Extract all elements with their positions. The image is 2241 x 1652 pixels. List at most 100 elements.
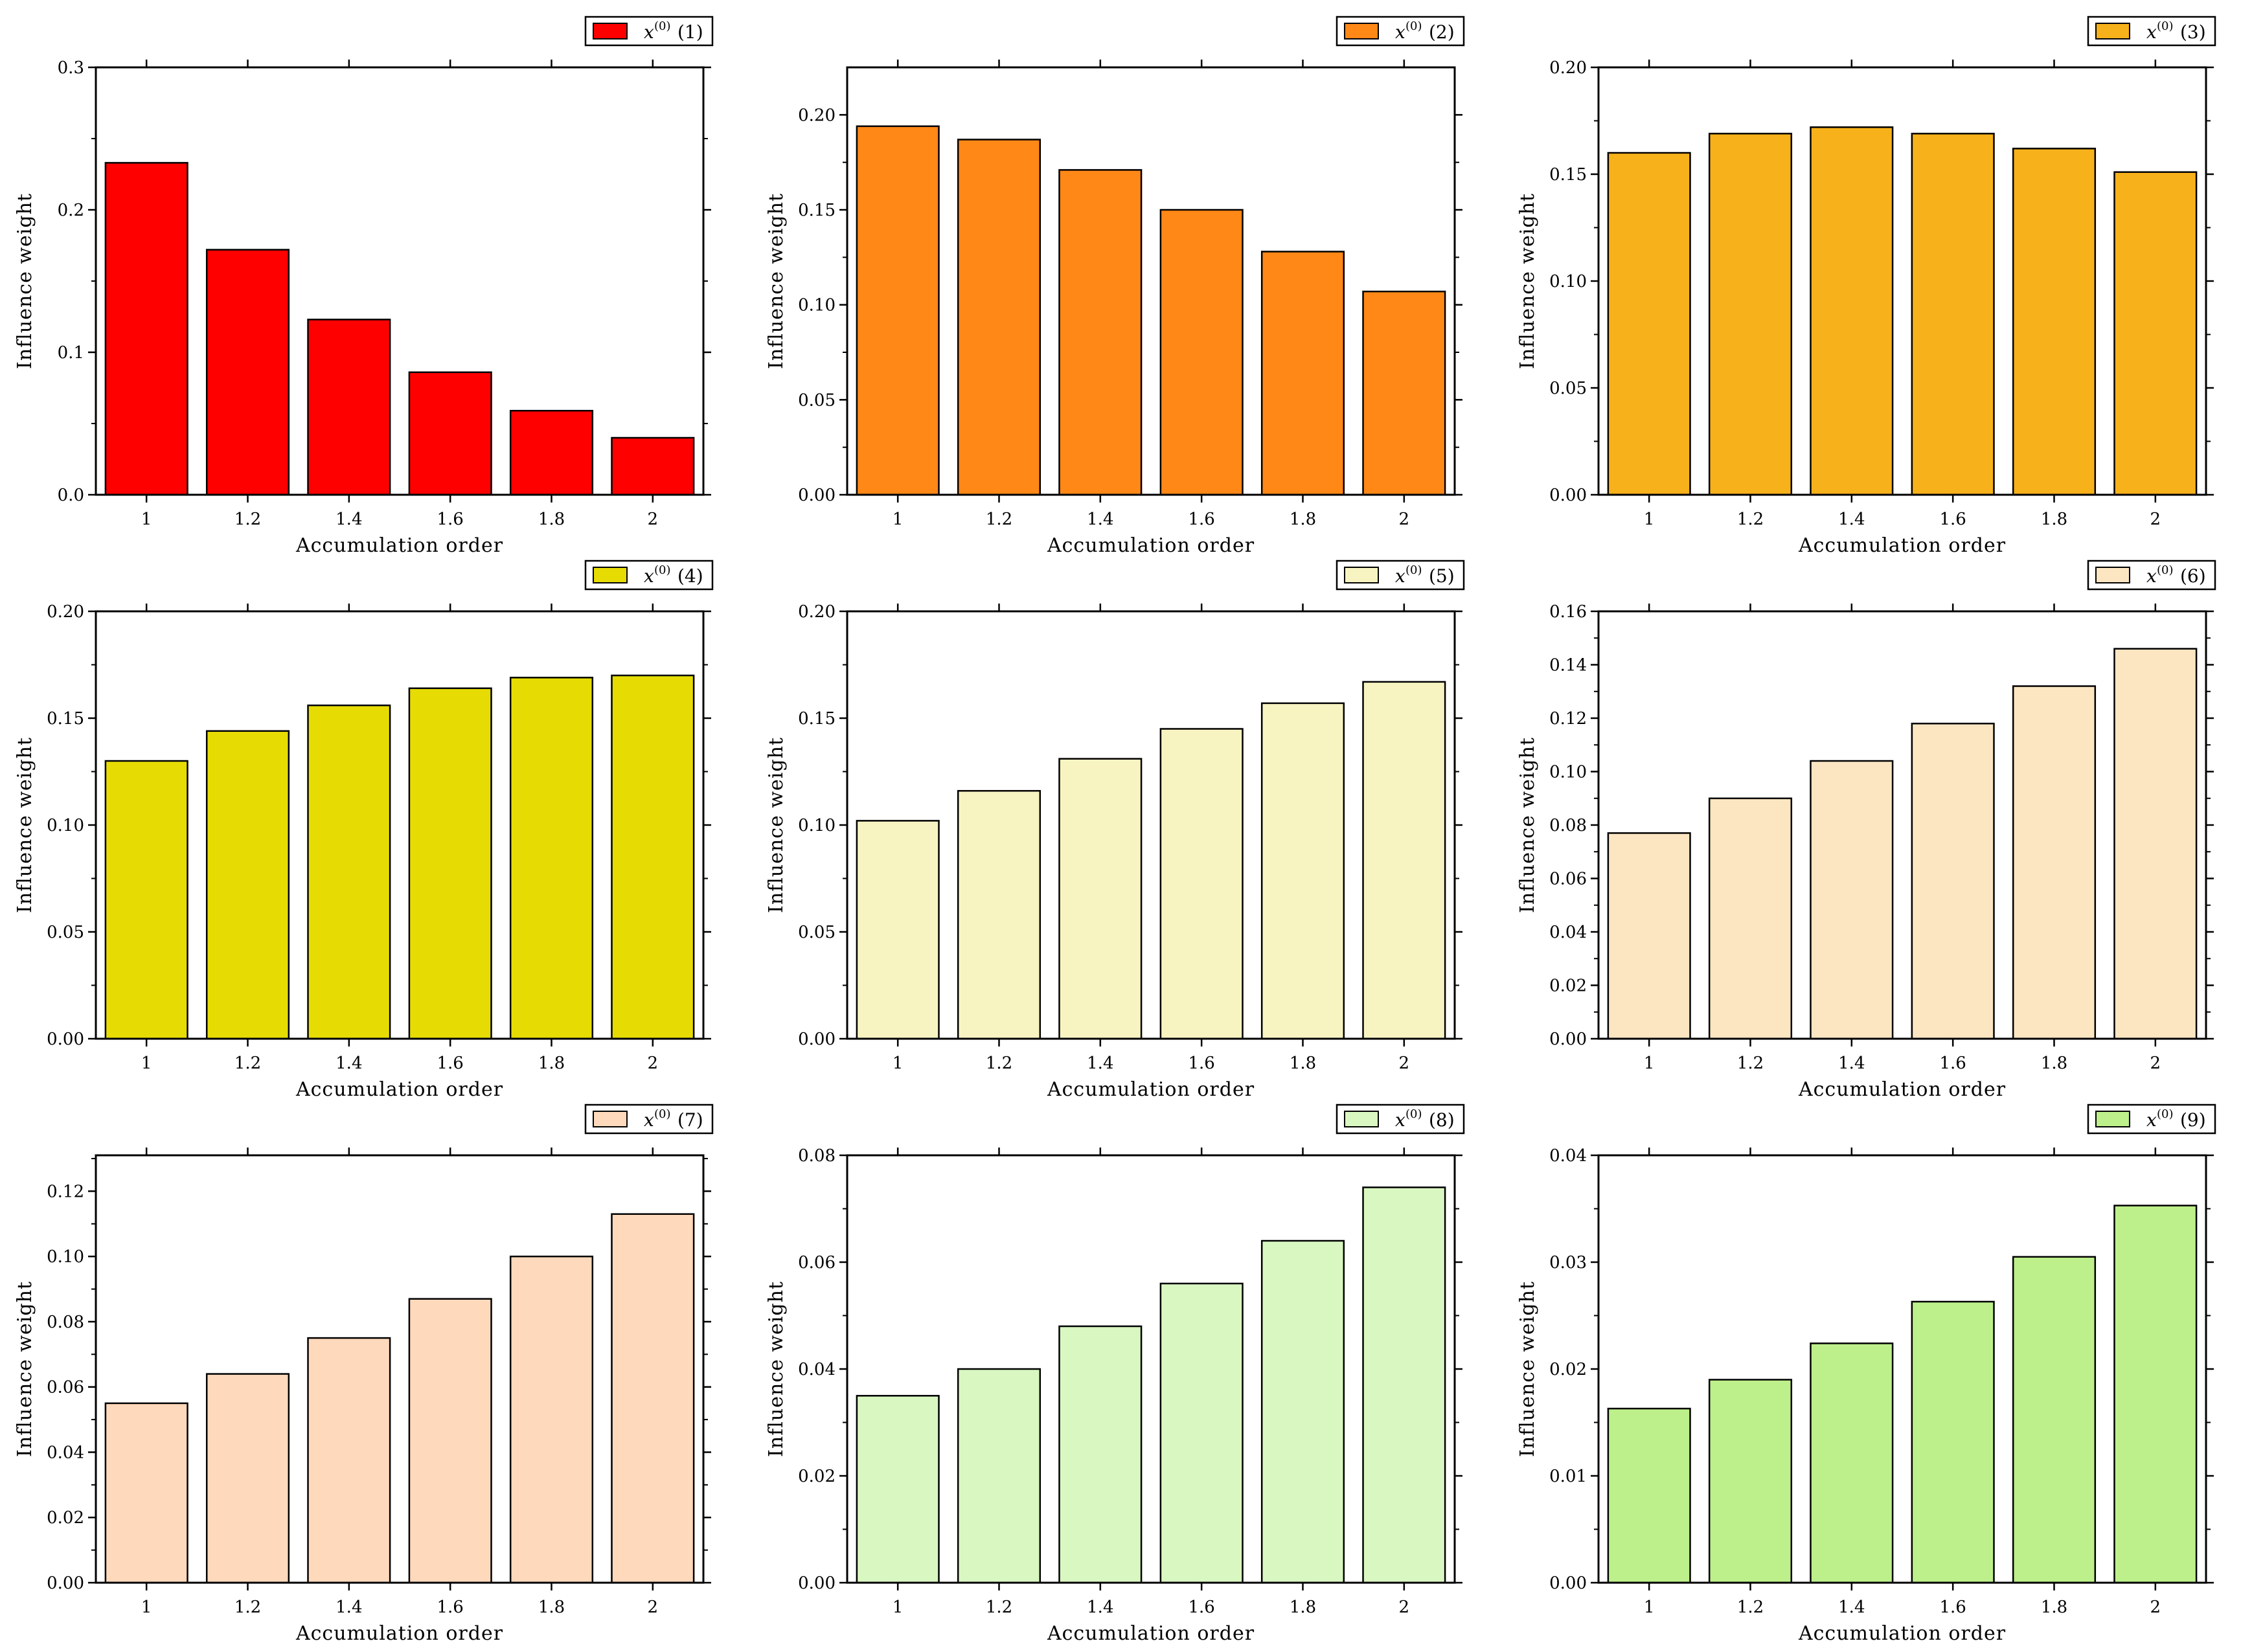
y-tick-label: 0.02 <box>47 1508 84 1528</box>
x-tick-label: 1.2 <box>234 1598 261 1617</box>
x-tick-label: 1.2 <box>986 1598 1012 1617</box>
legend-swatch <box>2095 1111 2130 1127</box>
x-axis-title: Accumulation order <box>1047 1622 1255 1645</box>
legend: x (0) (3) <box>2087 16 2216 47</box>
y-tick-label: 0.15 <box>798 201 836 220</box>
y-tick-label: 0.00 <box>1549 1030 1587 1049</box>
y-tick-label: 0.03 <box>1549 1253 1587 1273</box>
legend-base: x <box>1395 1109 1405 1131</box>
legend-sup: (0) <box>654 563 671 577</box>
x-tick-label: 1.8 <box>2041 1598 2067 1617</box>
y-tick-label: 0.00 <box>798 1574 836 1593</box>
legend-sup: (0) <box>1405 19 1422 33</box>
legend-label: (2) <box>1429 21 1455 43</box>
bar <box>1362 1186 1446 1584</box>
bar <box>957 1368 1041 1584</box>
legend-label: (3) <box>2180 21 2206 43</box>
y-tick-label: 0.12 <box>1549 709 1587 729</box>
x-tick-label: 1.6 <box>1188 510 1214 529</box>
chart-panel-6: 0.00 0.02 0.04 0.06 0.08 0.10 0.12 0.14 0.16 1 1.2… <box>1516 560 2216 1101</box>
legend-base: x <box>2146 565 2157 587</box>
x-axis-title: Accumulation order <box>1798 1622 2006 1645</box>
x-tick-label: 1.8 <box>2041 510 2067 529</box>
x-tick-label: 2 <box>648 1054 659 1073</box>
legend-label: (4) <box>677 565 703 587</box>
legend: x (0) (8) <box>1336 1103 1465 1135</box>
bar <box>307 1337 391 1584</box>
legend-sup: (0) <box>2157 1107 2174 1121</box>
y-tick-label: 0.04 <box>1549 923 1587 942</box>
x-tick-label: 1.8 <box>538 1054 565 1073</box>
legend-label: (9) <box>2180 1109 2206 1131</box>
legend-label: (6) <box>2180 565 2206 587</box>
legend-label: (1) <box>677 21 703 43</box>
legend-base: x <box>2146 1109 2157 1131</box>
bar <box>1708 1379 1793 1584</box>
x-tick-label: 1.2 <box>1737 510 1764 529</box>
x-tick-label: 1.2 <box>986 510 1012 529</box>
y-tick-label: 0.00 <box>47 1574 84 1593</box>
bar <box>1911 1300 1995 1584</box>
x-tick-label: 1.2 <box>234 1054 261 1073</box>
bar <box>1058 1325 1143 1584</box>
plot-frame <box>846 66 1456 496</box>
x-tick-label: 1.4 <box>1838 1598 1865 1617</box>
y-tick-label: 0.2 <box>58 201 84 220</box>
y-tick-label: 0.10 <box>1549 272 1587 291</box>
y-tick-label: 0.05 <box>798 923 836 942</box>
legend-swatch <box>1344 567 1379 583</box>
y-tick-label: 0.20 <box>798 602 836 622</box>
legend-sup: (0) <box>2157 19 2174 33</box>
bar <box>856 1395 940 1584</box>
bar <box>104 1402 188 1584</box>
x-tick-label: 1 <box>893 510 904 529</box>
x-tick-label: 1.2 <box>234 510 261 529</box>
bar <box>1362 290 1446 496</box>
bar <box>1607 152 1691 496</box>
x-tick-label: 2 <box>1399 510 1410 529</box>
y-tick-label: 0.0 <box>58 486 84 505</box>
y-tick-label: 0.02 <box>798 1467 836 1486</box>
y-tick-label: 0.15 <box>47 709 84 729</box>
x-tick-label: 1 <box>141 1054 152 1073</box>
legend-box <box>2087 1103 2216 1135</box>
x-tick-label: 2 <box>648 1598 659 1617</box>
bar <box>1159 209 1244 496</box>
y-tick-label: 0.14 <box>1549 656 1587 675</box>
legend: x (0) (9) <box>2087 1103 2216 1135</box>
legend-swatch <box>2095 567 2130 583</box>
y-tick-label: 0.10 <box>798 296 836 315</box>
y-tick-label: 0.12 <box>47 1182 84 1201</box>
x-tick-label: 1.8 <box>2041 1054 2067 1073</box>
bar <box>408 371 492 496</box>
bar <box>104 760 188 1040</box>
chart-panel-8: 0.00 0.02 0.04 0.06 0.08 1 1.2 1.4 1.6 1.8 2 Accumu… <box>765 1103 1465 1645</box>
legend-swatch <box>1344 1111 1379 1127</box>
legend-sup: (0) <box>1405 563 1422 577</box>
bar <box>1260 251 1345 496</box>
chart-panel-1: 0.0 0.1 0.2 0.3 1 1.2 1.4 1.6 1.8 2 Accumulation o… <box>14 16 714 557</box>
bar <box>205 249 290 496</box>
y-tick-label: 0.05 <box>798 390 836 410</box>
x-tick-label: 1.4 <box>1087 1054 1113 1073</box>
x-tick-label: 1.6 <box>1939 510 1966 529</box>
x-axis-title: Accumulation order <box>295 1078 503 1101</box>
chart-panel-3: 0.00 0.05 0.10 0.15 0.20 1 1.2 1.4 1.6 1.8 2 Accumu… <box>1516 16 2216 557</box>
bar <box>307 319 391 496</box>
x-tick-label: 2 <box>2150 1054 2161 1073</box>
bar <box>2012 685 2097 1040</box>
x-tick-label: 1.4 <box>1087 510 1113 529</box>
y-tick-label: 0.02 <box>1549 1360 1587 1379</box>
y-tick-label: 0.15 <box>798 709 836 729</box>
x-tick-label: 1.6 <box>437 510 463 529</box>
x-tick-label: 1.2 <box>1737 1054 1764 1073</box>
y-tick-label: 0.1 <box>58 343 84 363</box>
x-tick-label: 1 <box>893 1598 904 1617</box>
x-tick-label: 1 <box>141 1598 152 1617</box>
y-tick-label: 0.15 <box>1549 165 1587 185</box>
x-tick-label: 1.6 <box>1939 1598 1966 1617</box>
chart-panel-2: 0.00 0.05 0.10 0.15 0.20 1 1.2 1.4 1.6 1.8 2 Accumu… <box>765 16 1465 557</box>
x-axis-title: Accumulation order <box>295 1622 503 1645</box>
x-tick-label: 1.4 <box>336 510 362 529</box>
bar <box>1810 1342 1894 1584</box>
